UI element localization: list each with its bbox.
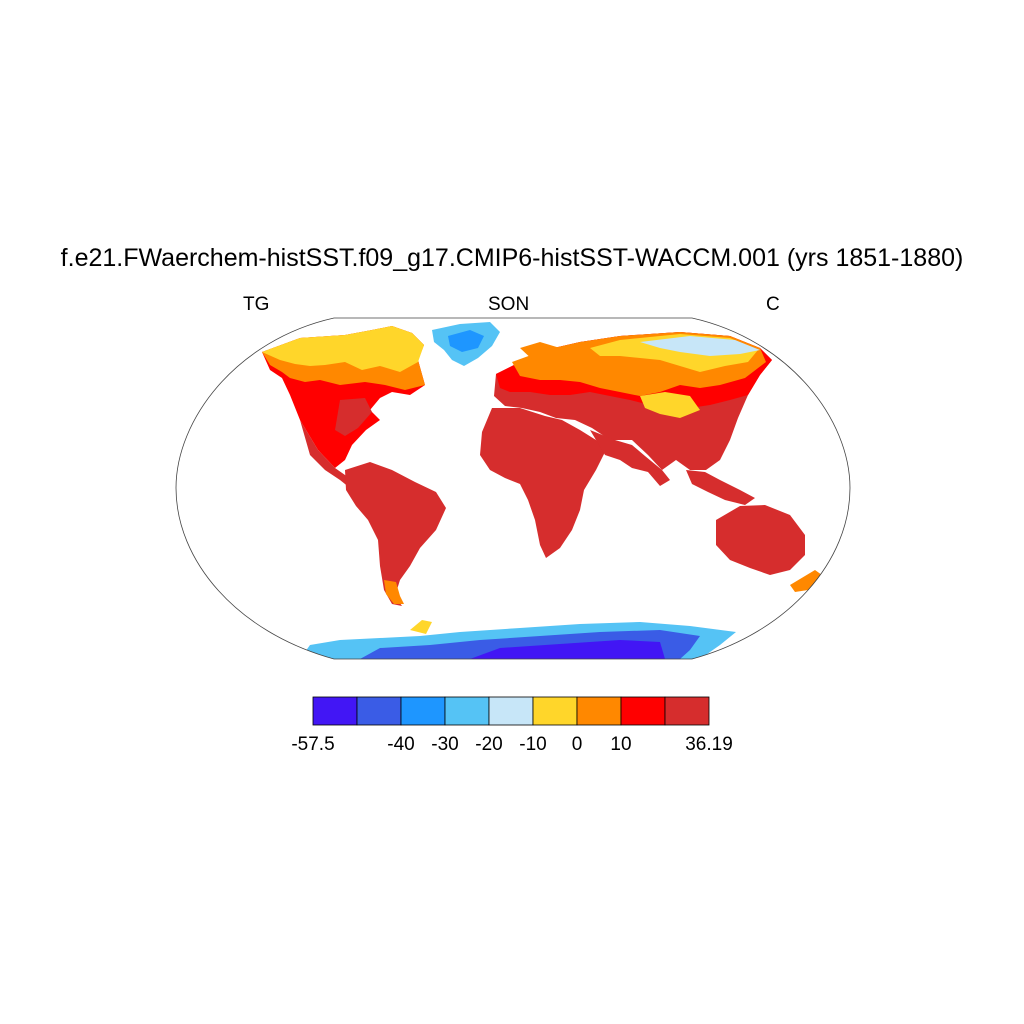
colorbar-tick-label: 36.19 [685, 734, 733, 755]
colorbar-tick-label: -40 [387, 734, 415, 755]
eurasia [494, 332, 772, 470]
north-america [262, 326, 425, 492]
colorbar-box-6 [576, 696, 622, 726]
africa [480, 408, 606, 558]
colorbar-box-3 [444, 696, 490, 726]
colorbar-tick-label: 10 [610, 734, 632, 755]
map-title: f.e21.FWaerchem-histSST.f09_g17.CMIP6-hi… [60, 244, 964, 272]
map-frame [175, 317, 851, 660]
antarctica [300, 620, 736, 659]
colorbar-box-1 [356, 696, 402, 726]
colorbar-tick-label: -57.5 [291, 734, 335, 755]
colorbar-tick-label: -10 [519, 734, 547, 755]
south-america [345, 462, 446, 606]
colorbar-tick-label: -20 [475, 734, 503, 755]
units-label: C [766, 294, 780, 315]
australia [716, 505, 805, 575]
land-temperature-fields [262, 322, 822, 659]
colorbar-box-2 [400, 696, 446, 726]
colorbar-box-8 [664, 696, 710, 726]
colorbar-box-5 [532, 696, 578, 726]
colorbar-box-0 [312, 696, 358, 726]
colorbar [312, 696, 710, 726]
colorbar-tick-label: 0 [571, 734, 583, 755]
colorbar-box-4 [488, 696, 534, 726]
colorbar-box-7 [620, 696, 666, 726]
colorbar-tick-label: -30 [431, 734, 459, 755]
variable-label: TG [243, 294, 270, 315]
season-label: SON [488, 294, 530, 315]
